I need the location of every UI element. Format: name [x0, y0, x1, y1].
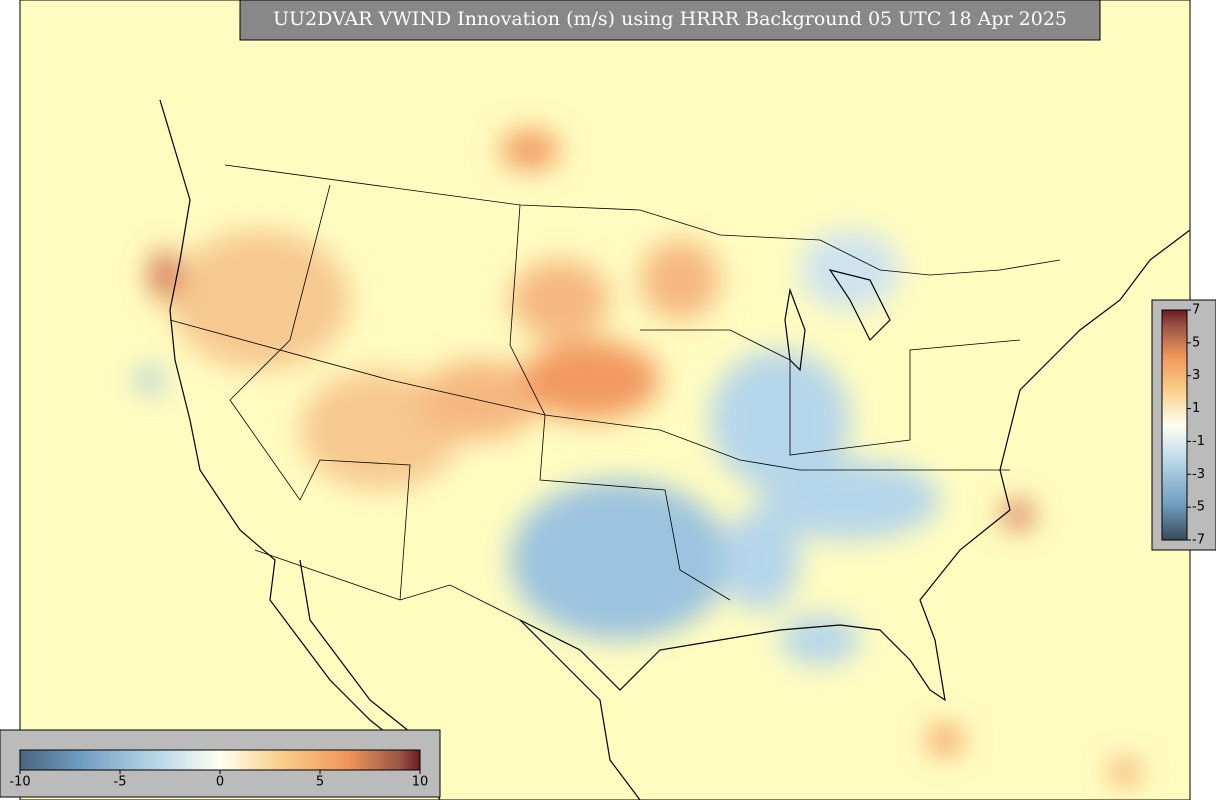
coastline — [299, 559, 421, 741]
colorbar-bottom: -10 -5 0 5 10 — [0, 729, 441, 798]
state-lines — [640, 329, 1021, 456]
title: UU2DVAR VWIND Innovation (m/s) using HRR… — [273, 8, 1067, 30]
lake — [828, 269, 891, 342]
map — [19, 0, 1191, 800]
tick-label: 1 — [1192, 401, 1200, 416]
state-lines — [169, 319, 1010, 471]
tick-label: 10 — [412, 775, 429, 790]
coastline — [519, 229, 1191, 702]
state-lines — [229, 184, 411, 601]
state-lines — [509, 204, 731, 601]
colorbar-right: 7 5 3 1 -1 -3 -5 -7 — [1151, 299, 1216, 551]
tick-label: -5 — [1192, 500, 1205, 515]
tick-label: -5 — [114, 775, 127, 790]
tick-label: 5 — [1192, 335, 1200, 350]
innovation-field — [138, 130, 1140, 784]
tick-label: -1 — [1192, 434, 1205, 449]
border — [254, 549, 521, 621]
lake — [784, 287, 806, 372]
colorbar — [19, 749, 421, 771]
colorbar — [1161, 309, 1188, 541]
border — [224, 164, 1061, 276]
tick-label: 7 — [1192, 303, 1200, 318]
coastline — [519, 619, 641, 800]
tick-label: 3 — [1192, 368, 1200, 383]
title-background — [239, 0, 1101, 41]
tick-label: -7 — [1192, 533, 1205, 548]
title-box: UU2DVAR VWIND Innovation (m/s) using HRR… — [239, 0, 1101, 41]
tick-label: -10 — [9, 775, 30, 790]
tick-label: 5 — [316, 775, 324, 790]
tick-label: -3 — [1192, 467, 1205, 482]
tick-label: 0 — [216, 775, 224, 790]
coastline — [159, 99, 441, 800]
